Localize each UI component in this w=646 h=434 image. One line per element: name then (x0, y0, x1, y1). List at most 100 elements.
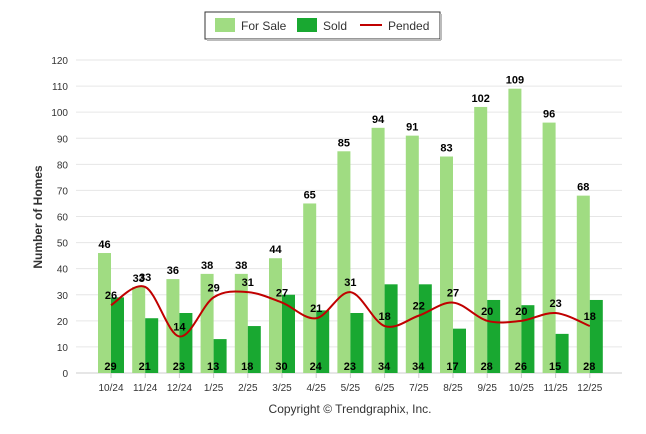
label-pended-2/25: 31 (242, 277, 254, 289)
y-tick-label-0: 0 (62, 369, 68, 380)
bar-for-sale-11/25 (542, 122, 556, 373)
y-tick-label-110: 110 (52, 82, 68, 93)
x-tick-label-12/24: 12/24 (167, 383, 192, 394)
label-sold-3/25: 30 (275, 361, 287, 373)
label-for-sale-9/25: 102 (472, 93, 490, 105)
label-pended-7/25: 22 (413, 301, 425, 313)
bar-sold-2/25 (247, 326, 261, 373)
bar-for-sale-3/25 (269, 258, 282, 373)
copyright-text: Copyright © Trendgraphix, Inc. (269, 402, 432, 416)
data-labels: 46 29 33 21 36 23 38 13 38 18 44 30 65 24 85 23 94 34 91 34… (98, 75, 596, 373)
label-pended-6/25: 18 (378, 311, 390, 323)
legend-label-pended: Pended (388, 19, 429, 33)
legend-label-for-sale: For Sale (241, 19, 287, 33)
bar-sold-12/25 (589, 299, 603, 373)
bar-sold-10/25 (521, 305, 535, 373)
bar-for-sale-9/25 (474, 106, 488, 373)
label-for-sale-3/25: 44 (269, 244, 282, 256)
label-sold-7/25: 34 (412, 361, 425, 373)
legend-item-for-sale[interactable]: For Sale (215, 18, 287, 33)
label-for-sale-11/24: 33 (133, 273, 145, 285)
bar-for-sale-2/25 (234, 273, 248, 373)
y-axis: 0 10 20 30 40 50 60 70 80 90 100 110 120 (51, 56, 68, 380)
bar-sold-12/24 (179, 313, 193, 373)
y-tick-label-60: 60 (57, 213, 69, 224)
x-tick-label-10/25: 10/25 (509, 383, 534, 394)
label-sold-5/25: 23 (344, 361, 356, 373)
x-tick-label-10/24: 10/24 (98, 383, 123, 394)
label-sold-11/24: 21 (139, 361, 151, 373)
pended-line (110, 285, 591, 338)
bar-for-sale-10/25 (508, 88, 522, 374)
x-tick-label-1/25: 1/25 (204, 383, 224, 394)
label-pended-11/25: 23 (549, 298, 561, 310)
bar-sold-7/25 (418, 284, 432, 373)
bar-sold-11/24 (145, 318, 159, 373)
label-for-sale-8/25: 83 (440, 143, 452, 155)
x-tick-label-7/25: 7/25 (409, 383, 429, 394)
label-sold-12/24: 23 (173, 361, 185, 373)
y-tick-label-100: 100 (51, 108, 68, 119)
y-tick-label-30: 30 (57, 291, 69, 302)
label-sold-11/25: 15 (549, 361, 561, 373)
bars (98, 88, 603, 374)
y-axis-title: Number of Homes (31, 165, 45, 269)
x-tick-label-3/25: 3/25 (272, 383, 292, 394)
x-tick-label-9/25: 9/25 (477, 383, 497, 394)
y-tick-label-80: 80 (57, 160, 69, 171)
label-for-sale-11/25: 96 (543, 109, 555, 121)
bar-sold-11/25 (555, 333, 569, 373)
label-for-sale-7/25: 91 (406, 122, 418, 134)
y-tick-label-40: 40 (57, 265, 69, 276)
label-sold-6/25: 34 (378, 361, 391, 373)
label-sold-4/25: 24 (310, 361, 323, 373)
bar-sold-5/25 (350, 313, 364, 373)
x-tick-label-6/25: 6/25 (375, 383, 395, 394)
bar-sold-10/24 (111, 297, 124, 373)
label-pended-4/25: 21 (310, 303, 322, 315)
legend-swatch-sold (297, 18, 317, 32)
bar-sold-1/25 (213, 339, 227, 373)
label-pended-12/25: 18 (584, 311, 596, 323)
pended-line-path (110, 285, 591, 338)
bar-sold-3/25 (282, 294, 295, 373)
bar-for-sale-10/24 (98, 253, 111, 373)
bar-sold-9/25 (487, 299, 501, 373)
label-for-sale-5/25: 85 (338, 137, 350, 149)
bar-for-sale-11/24 (132, 286, 146, 373)
label-pended-9/25: 20 (481, 306, 493, 318)
x-axis: 10/24 11/24 12/24 1/25 2/25 3/25 4/25 5/25 6/25 7… (98, 373, 603, 394)
label-for-sale-4/25: 65 (304, 189, 316, 201)
x-tick-label-11/25: 11/25 (543, 383, 568, 394)
label-for-sale-1/25: 38 (201, 260, 213, 272)
bar-sold-4/25 (316, 310, 330, 373)
x-tick-label-11/24: 11/24 (133, 383, 158, 394)
label-sold-12/25: 28 (583, 361, 595, 373)
x-tick-label-5/25: 5/25 (341, 383, 361, 394)
label-sold-10/24: 29 (104, 361, 116, 373)
label-pended-12/24: 14 (173, 321, 186, 333)
legend-item-pended[interactable]: Pended (360, 19, 429, 33)
label-sold-2/25: 18 (241, 361, 253, 373)
label-for-sale-10/24: 46 (98, 239, 110, 251)
bar-for-sale-6/25 (371, 127, 385, 373)
bar-for-sale-7/25 (405, 135, 419, 373)
legend-label-sold: Sold (323, 19, 347, 33)
label-pended-8/25: 27 (447, 288, 459, 300)
label-for-sale-12/24: 36 (167, 265, 179, 277)
y-tick-label-50: 50 (57, 239, 69, 250)
bar-sold-6/25 (384, 284, 398, 373)
label-sold-9/25: 28 (481, 361, 493, 373)
legend: For Sale Sold Pended (204, 11, 442, 41)
label-pended-3/25: 27 (276, 288, 288, 300)
label-sold-10/25: 26 (515, 361, 527, 373)
y-tick-label-90: 90 (57, 134, 69, 145)
label-pended-11/24: 33 (139, 272, 151, 284)
y-tick-label-120: 120 (51, 56, 68, 67)
legend-box (204, 11, 441, 40)
legend-item-sold[interactable]: Sold (297, 18, 347, 33)
label-pended-10/24: 26 (105, 290, 117, 302)
bar-for-sale-12/25 (576, 195, 590, 373)
y-tick-label-10: 10 (57, 343, 69, 354)
